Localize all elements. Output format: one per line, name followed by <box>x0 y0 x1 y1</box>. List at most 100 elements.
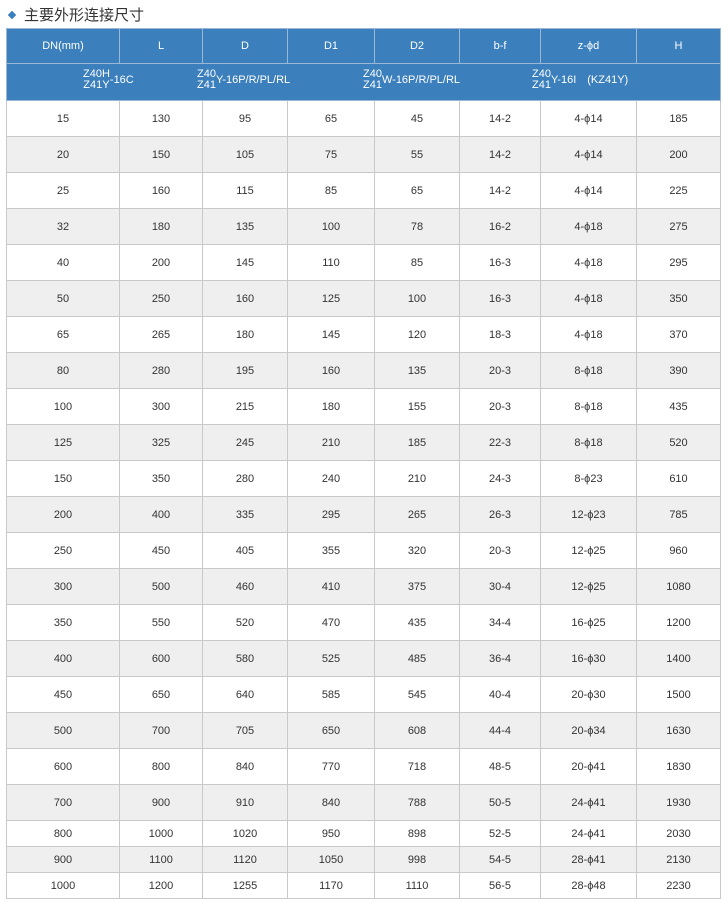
table-cell: 32 <box>6 208 120 245</box>
table-cell: 180 <box>202 316 288 353</box>
table-cell: 145 <box>287 316 375 353</box>
table-cell: 610 <box>636 460 721 497</box>
header-row: DN(mm) L D D1 D2 b-f z-ϕd H <box>6 28 721 64</box>
table-cell: 20 <box>6 136 120 173</box>
model-1: Z40H Z41Y -16C <box>83 69 134 91</box>
table-cell: 370 <box>636 316 721 353</box>
table-cell: 600 <box>119 640 203 677</box>
table-row: 150 350 280 240 210 24-3 8-ϕ23 610 <box>6 460 721 497</box>
table-cell: 1830 <box>636 748 721 785</box>
table-cell: 40-4 <box>459 676 541 713</box>
table-cell: 34-4 <box>459 604 541 641</box>
table-cell: 145 <box>202 244 288 281</box>
table-cell: 520 <box>202 604 288 641</box>
table-cell: 705 <box>202 712 288 749</box>
table-cell: 4-ϕ18 <box>540 316 637 353</box>
table-cell: 900 <box>6 846 120 873</box>
table-cell: 8-ϕ18 <box>540 424 637 461</box>
table-cell: 1080 <box>636 568 721 605</box>
table-cell: 350 <box>119 460 203 497</box>
table-cell: 718 <box>374 748 460 785</box>
table-cell: 185 <box>374 424 460 461</box>
table-cell: 840 <box>202 748 288 785</box>
table-cell: 78 <box>374 208 460 245</box>
model-cell: Z40H Z41Y -16C Z40 Z41 Y-16P/R/PL/RL Z40 Z41 W… <box>6 63 721 101</box>
col-h: H <box>636 28 721 64</box>
table-row: 40 200 145 110 85 16-3 4-ϕ18 295 <box>6 244 721 281</box>
table-row: 800 1000 1020 950 898 52-5 24-ϕ41 2030 <box>6 820 721 847</box>
table-cell: 2030 <box>636 820 721 847</box>
model-4-bottom: Z41 <box>532 79 551 91</box>
table-cell: 12-ϕ25 <box>540 568 637 605</box>
table-row: 50 250 160 125 100 16-3 4-ϕ18 350 <box>6 280 721 317</box>
table-cell: 500 <box>6 712 120 749</box>
table-cell: 50 <box>6 280 120 317</box>
table-cell: 400 <box>6 640 120 677</box>
table-row: 400 600 580 525 485 36-4 16-ϕ30 1400 <box>6 640 721 677</box>
table-cell: 1930 <box>636 784 721 821</box>
table-cell: 20-ϕ30 <box>540 676 637 713</box>
table-cell: 12-ϕ25 <box>540 532 637 569</box>
table-cell: 8-ϕ23 <box>540 460 637 497</box>
table-cell: 100 <box>374 280 460 317</box>
table-cell: 1100 <box>119 846 203 873</box>
table-row: 250 450 405 355 320 20-3 12-ϕ25 960 <box>6 532 721 569</box>
table-cell: 460 <box>202 568 288 605</box>
table-cell: 30-4 <box>459 568 541 605</box>
table-row: 200 400 335 295 265 26-3 12-ϕ23 785 <box>6 496 721 533</box>
table-cell: 180 <box>119 208 203 245</box>
table-row: 15 130 95 65 45 14-2 4-ϕ14 185 <box>6 100 721 137</box>
col-d: D <box>202 28 288 64</box>
table-cell: 2230 <box>636 872 721 899</box>
col-l: L <box>119 28 203 64</box>
table-cell: 295 <box>287 496 375 533</box>
table-cell: 998 <box>374 846 460 873</box>
table-cell: 910 <box>202 784 288 821</box>
table-cell: 1500 <box>636 676 721 713</box>
table-cell: 1200 <box>636 604 721 641</box>
table-cell: 1020 <box>202 820 288 847</box>
table-cell: 1120 <box>202 846 288 873</box>
table-cell: 435 <box>636 388 721 425</box>
model-1-top: Z40H <box>83 68 110 80</box>
col-d2: D2 <box>374 28 460 64</box>
table-cell: 85 <box>287 172 375 209</box>
table-cell: 210 <box>374 460 460 497</box>
table-cell: 44-4 <box>459 712 541 749</box>
table-body: 15 130 95 65 45 14-2 4-ϕ14 185 20 150 105 75 55 14-2 4… <box>6 100 721 899</box>
model-3-top: Z40 <box>363 68 382 80</box>
table-cell: 100 <box>6 388 120 425</box>
diamond-bullet-icon <box>7 10 17 19</box>
table-cell: 700 <box>119 712 203 749</box>
table-cell: 150 <box>6 460 120 497</box>
table-cell: 115 <box>202 172 288 209</box>
table-cell: 54-5 <box>459 846 541 873</box>
table-cell: 320 <box>374 532 460 569</box>
table-cell: 300 <box>6 568 120 605</box>
table-cell: 195 <box>202 352 288 389</box>
table-cell: 450 <box>6 676 120 713</box>
table-cell: 700 <box>6 784 120 821</box>
table-cell: 2130 <box>636 846 721 873</box>
dimensions-table: DN(mm) L D D1 D2 b-f z-ϕd H Z40H Z41Y -16C… <box>6 28 721 899</box>
table-cell: 14-2 <box>459 100 541 137</box>
model-1-bottom: Z41Y <box>83 79 110 91</box>
table-cell: 125 <box>287 280 375 317</box>
table-cell: 400 <box>119 496 203 533</box>
model-2: Z40 Z41 Y-16P/R/PL/RL <box>197 69 290 91</box>
table-cell: 75 <box>287 136 375 173</box>
table-cell: 335 <box>202 496 288 533</box>
table-cell: 24-ϕ41 <box>540 820 637 847</box>
table-row: 900 1100 1120 1050 998 54-5 28-ϕ41 2130 <box>6 846 721 873</box>
table-cell: 785 <box>636 496 721 533</box>
table-cell: 350 <box>636 280 721 317</box>
table-row: 65 265 180 145 120 18-3 4-ϕ18 370 <box>6 316 721 353</box>
table-cell: 110 <box>287 244 375 281</box>
table-cell: 300 <box>119 388 203 425</box>
table-cell: 65 <box>374 172 460 209</box>
table-cell: 16-3 <box>459 244 541 281</box>
model-2-suffix: Y-16P/R/PL/RL <box>215 73 291 86</box>
col-d1: D1 <box>287 28 375 64</box>
table-cell: 15 <box>6 100 120 137</box>
table-cell: 20-ϕ34 <box>540 712 637 749</box>
